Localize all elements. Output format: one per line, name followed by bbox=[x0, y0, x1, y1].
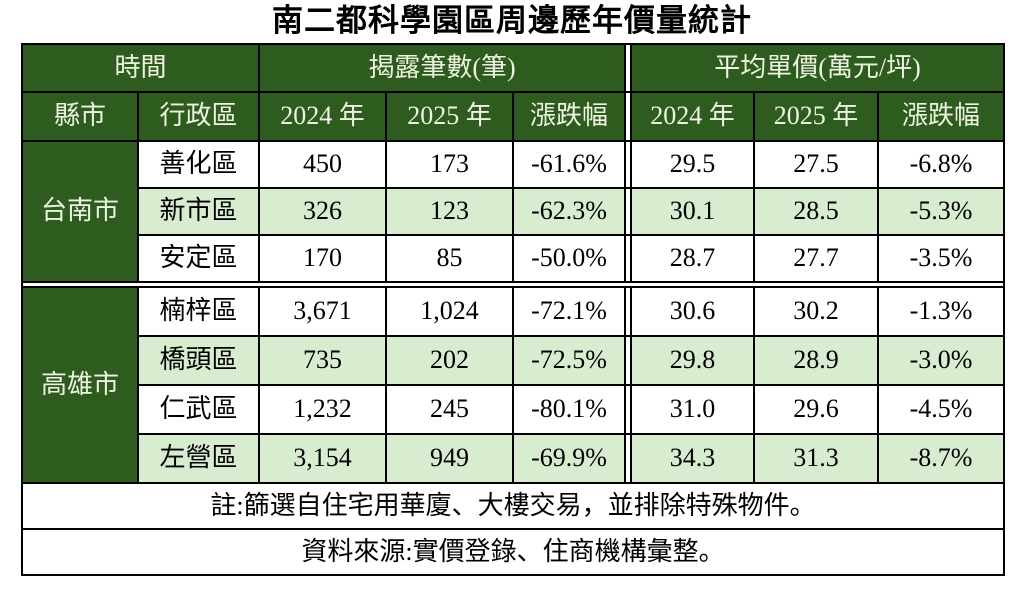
volume-2025-cell: 245 bbox=[385, 384, 515, 435]
header-group-row: 時間 揭露筆數(筆) 平均單價(萬元/坪) bbox=[20, 43, 1006, 93]
price-2025-cell: 31.3 bbox=[753, 433, 880, 484]
volume-2024-cell: 3,154 bbox=[258, 433, 388, 484]
price-2024-cell: 29.8 bbox=[630, 335, 756, 386]
price-change-cell: -5.3% bbox=[877, 187, 1006, 236]
price-change-cell: -3.0% bbox=[877, 335, 1006, 386]
district-cell: 仁武區 bbox=[136, 384, 261, 435]
price-2024-cell: 34.3 bbox=[630, 433, 756, 484]
header-time-group: 時間 bbox=[20, 43, 261, 93]
price-2024-cell: 30.1 bbox=[630, 187, 756, 236]
table-row: 安定區 170 85 -50.0% 28.7 27.7 -3.5% bbox=[22, 234, 1006, 283]
price-2024-cell: 30.6 bbox=[630, 286, 756, 337]
table-row: 台南市 善化區 450 173 -61.6% 29.5 27.5 -6.8% bbox=[21, 140, 1006, 283]
price-2025-cell: 29.6 bbox=[753, 384, 880, 435]
district-cell: 左營區 bbox=[136, 433, 261, 484]
group-separator-horizontal bbox=[20, 281, 1006, 288]
note-row: 註:篩選自住宅用華廈、大樓交易，並排除特殊物件。 bbox=[20, 482, 1006, 530]
volume-2025-cell: 949 bbox=[385, 433, 515, 484]
page-title: 南二都科學園區周邊歷年價量統計 bbox=[272, 3, 752, 38]
header-volume-2024: 2024 年 bbox=[258, 91, 388, 142]
price-2025-cell: 28.5 bbox=[753, 187, 880, 236]
volume-2025-cell: 1,024 bbox=[385, 286, 515, 337]
volume-2024-cell: 326 bbox=[258, 187, 388, 236]
price-2025-cell: 27.7 bbox=[753, 234, 880, 283]
filter-note: 註:篩選自住宅用華廈、大樓交易，並排除特殊物件。 bbox=[20, 482, 1006, 530]
volume-change-cell: -72.1% bbox=[512, 286, 627, 337]
header-price-change: 漲跌幅 bbox=[877, 91, 1006, 142]
price-change-cell: -3.5% bbox=[877, 234, 1006, 283]
volume-2024-cell: 3,671 bbox=[258, 286, 388, 337]
volume-change-cell: -72.5% bbox=[512, 335, 627, 386]
group-separator-vertical bbox=[624, 140, 633, 189]
header-volume-change: 漲跌幅 bbox=[512, 91, 627, 142]
county-cell-kaohsiung: 高雄市 bbox=[21, 286, 139, 484]
price-change-cell: -8.7% bbox=[877, 433, 1006, 484]
price-2025-cell: 27.5 bbox=[753, 140, 880, 189]
group-separator-vertical bbox=[624, 43, 633, 93]
price-2025-cell: 28.9 bbox=[753, 335, 880, 386]
group-separator-vertical bbox=[624, 433, 633, 484]
district-cell: 安定區 bbox=[136, 234, 261, 283]
county-cell-tainan: 台南市 bbox=[21, 140, 139, 283]
volume-2024-cell: 735 bbox=[258, 335, 388, 386]
volume-change-cell: -69.9% bbox=[512, 433, 627, 484]
source-note: 資料來源:實價登錄、住商機構彙整。 bbox=[20, 528, 1006, 576]
group-separator-vertical bbox=[624, 335, 633, 386]
header-volume-group: 揭露筆數(筆) bbox=[258, 43, 627, 93]
header-price-2024: 2024 年 bbox=[630, 91, 756, 142]
price-2024-cell: 28.7 bbox=[630, 234, 756, 283]
header-county: 縣市 bbox=[21, 91, 139, 142]
volume-2024-cell: 1,232 bbox=[258, 384, 388, 435]
table-row: 新市區 326 123 -62.3% 30.1 28.5 -5.3% bbox=[22, 187, 1006, 236]
district-cell: 新市區 bbox=[136, 187, 261, 236]
price-volume-stats-table: 時間 揭露筆數(筆) 平均單價(萬元/坪) 縣市 行政區 2024 年 2025… bbox=[20, 43, 1006, 576]
price-2024-cell: 31.0 bbox=[630, 384, 756, 435]
volume-change-cell: -80.1% bbox=[512, 384, 627, 435]
price-change-cell: -1.3% bbox=[877, 286, 1006, 337]
volume-change-cell: -50.0% bbox=[512, 234, 627, 283]
volume-2025-cell: 85 bbox=[385, 234, 515, 283]
header-volume-2025: 2025 年 bbox=[385, 91, 515, 142]
price-change-cell: -6.8% bbox=[877, 140, 1006, 189]
group-separator-vertical bbox=[624, 286, 633, 337]
header-price-group: 平均單價(萬元/坪) bbox=[630, 43, 1006, 93]
table-row: 左營區 3,154 949 -69.9% 34.3 31.3 -8.7% bbox=[22, 433, 1006, 484]
price-2025-cell: 30.2 bbox=[753, 286, 880, 337]
group-separator-vertical bbox=[624, 234, 633, 283]
header-district: 行政區 bbox=[136, 91, 261, 142]
note-row: 資料來源:實價登錄、住商機構彙整。 bbox=[20, 528, 1006, 576]
volume-2024-cell: 450 bbox=[258, 140, 388, 189]
header-column-row: 縣市 行政區 2024 年 2025 年 漲跌幅 2024 年 2025 年 漲… bbox=[21, 91, 1006, 142]
district-cell: 橋頭區 bbox=[136, 335, 261, 386]
price-change-cell: -4.5% bbox=[877, 384, 1006, 435]
district-cell: 善化區 bbox=[136, 140, 261, 189]
group-separator-vertical bbox=[624, 187, 633, 236]
table-row: 橋頭區 735 202 -72.5% 29.8 28.9 -3.0% bbox=[22, 335, 1006, 386]
price-2024-cell: 29.5 bbox=[630, 140, 756, 189]
volume-change-cell: -62.3% bbox=[512, 187, 627, 236]
table-row: 仁武區 1,232 245 -80.1% 31.0 29.6 -4.5% bbox=[22, 384, 1006, 435]
group-separator-vertical bbox=[624, 384, 633, 435]
district-cell: 楠梓區 bbox=[136, 286, 261, 337]
table-row: 高雄市 楠梓區 3,671 1,024 -72.1% 30.6 30.2 -1.… bbox=[21, 286, 1006, 484]
volume-2025-cell: 202 bbox=[385, 335, 515, 386]
group-separator-vertical bbox=[624, 91, 633, 142]
volume-2025-cell: 173 bbox=[385, 140, 515, 189]
header-price-2025: 2025 年 bbox=[753, 91, 880, 142]
volume-2024-cell: 170 bbox=[258, 234, 388, 283]
volume-2025-cell: 123 bbox=[385, 187, 515, 236]
volume-change-cell: -61.6% bbox=[512, 140, 627, 189]
